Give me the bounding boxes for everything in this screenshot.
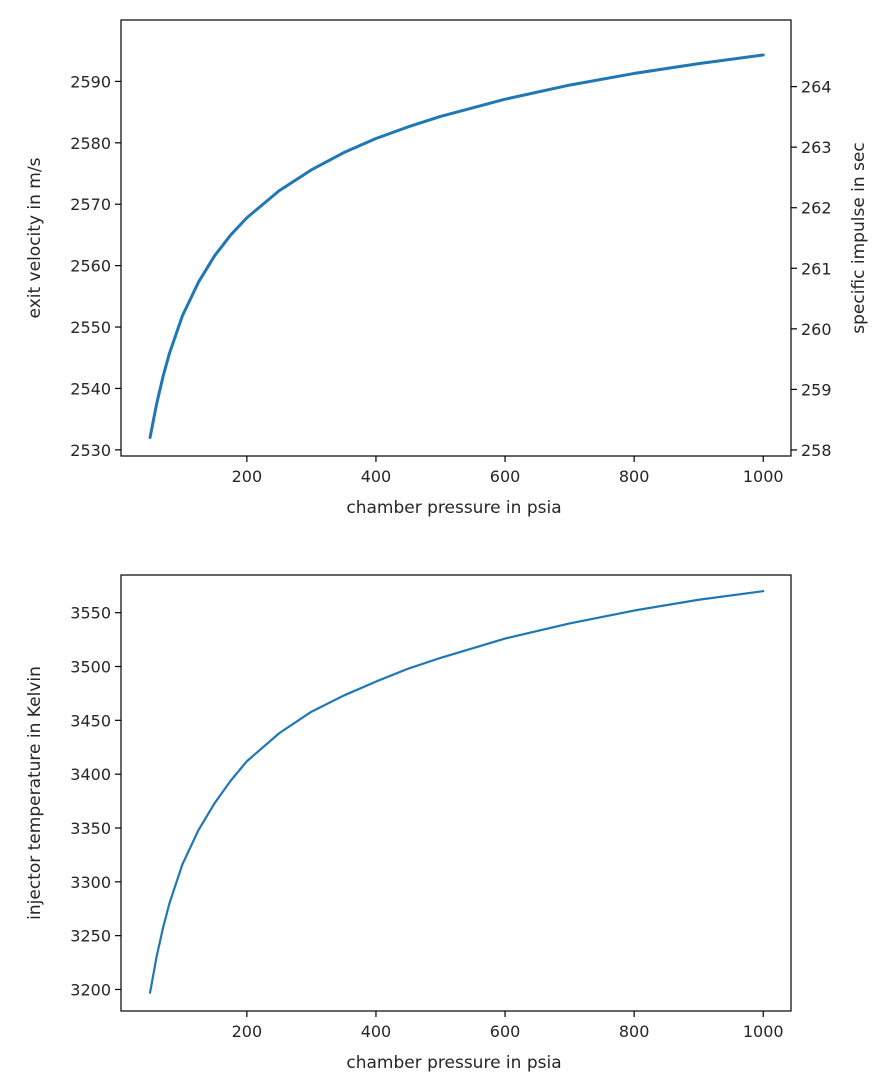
y-right-tick-label: 263 [801,138,832,157]
y-tick-label: 3200 [70,980,111,999]
x-tick-label: 200 [232,467,263,486]
x-tick-label: 600 [490,1022,521,1041]
y-right-axis-label: specific impulse in sec [849,142,869,334]
y-tick-label: 3300 [70,873,111,892]
x-tick-label: 200 [232,1022,263,1041]
series-line-1 [148,53,765,440]
y-tick-label: 2530 [70,441,111,460]
y-right-tick-label: 260 [801,320,832,339]
y-tick-label: 3500 [70,658,111,677]
plot-frame [120,19,792,457]
x-tick-label: 800 [619,1022,650,1041]
y-tick-label: 2560 [70,257,111,276]
y-axis-label: exit velocity in m/s [25,157,45,318]
series-line-1 [148,590,765,994]
x-tick-label: 800 [619,467,650,486]
subplot-1: 200 400 600 800 1000 2530 2540 2550 2560 2570 2580… [25,19,869,518]
y-right-tick-label: 259 [801,380,832,399]
y-tick-label: 3400 [70,765,111,784]
y-tick-label: 2550 [70,318,111,337]
y-tick-label: 2590 [70,72,111,91]
y-tick-label: 2580 [70,134,111,153]
subplot-2: 200 400 600 800 1000 3200 3250 3300 3350 3400 3450… [25,574,792,1073]
y-tick-label: 3450 [70,711,111,730]
y-tick-label: 3350 [70,819,111,838]
y-tick-label: 3550 [70,604,111,623]
plot-frame [120,574,792,1012]
y-axis-label: injector temperature in Kelvin [25,666,45,920]
x-tick-label: 400 [361,467,392,486]
y-tick-label: 2540 [70,379,111,398]
y-right-tick-label: 262 [801,199,832,218]
y-tick-label: 2570 [70,195,111,214]
x-tick-label: 1000 [743,467,784,486]
y-tick-label: 3250 [70,927,111,946]
x-tick-label: 600 [490,467,521,486]
x-tick-label: 1000 [743,1022,784,1041]
y-right-tick-label: 258 [801,441,832,460]
y-right-tick-label: 261 [801,259,832,278]
x-axis-label: chamber pressure in psia [346,1053,561,1073]
x-axis-label: chamber pressure in psia [346,498,561,518]
x-tick-label: 400 [361,1022,392,1041]
y-right-tick-label: 264 [801,78,832,97]
